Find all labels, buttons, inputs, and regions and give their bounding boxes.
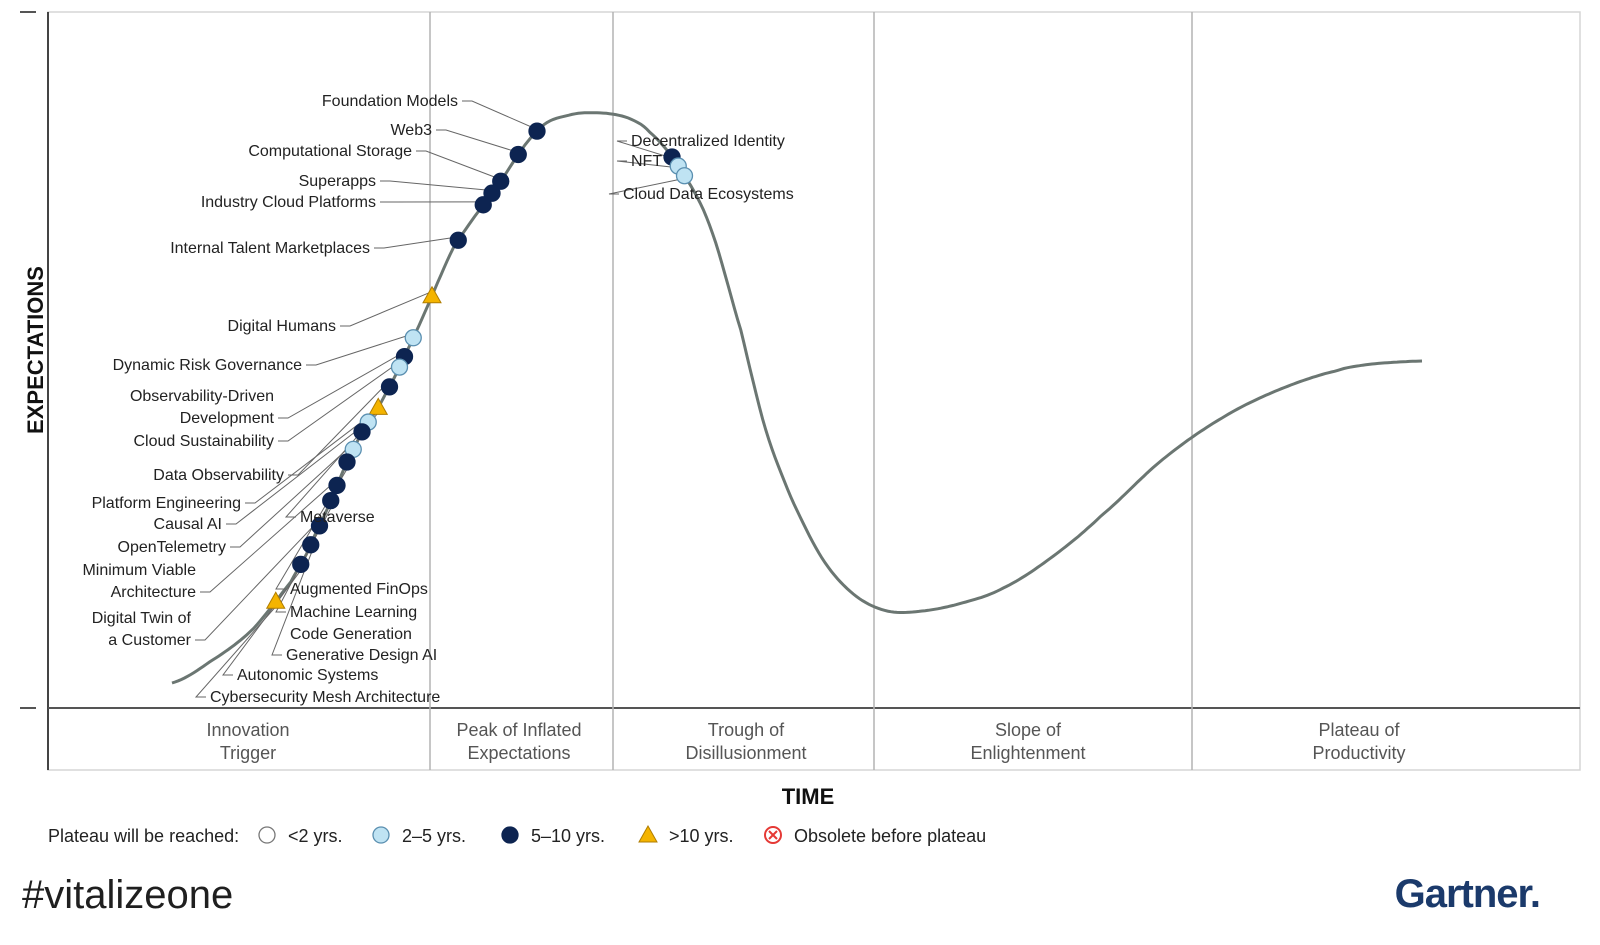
technology-marker: [483, 184, 501, 202]
legend-label: 2–5 yrs.: [402, 826, 466, 846]
leader-line: [195, 522, 317, 641]
phase-label: Slope of Enlightenment: [970, 720, 1085, 763]
legend-marker: [372, 826, 390, 844]
technology-marker: [422, 285, 442, 304]
technology-marker: [528, 122, 546, 140]
technology-label: Computational Storage: [248, 143, 412, 160]
legend-marker: [764, 826, 782, 844]
technology-marker: [675, 167, 694, 185]
technology-marker: [509, 145, 527, 164]
technology-label: Web3: [390, 122, 432, 139]
phase-dividers: [429, 12, 1193, 770]
legend-label: >10 yrs.: [669, 826, 734, 846]
plot-frame: [20, 11, 1581, 771]
technology-label: Internal Talent Marketplaces: [170, 240, 370, 257]
leader-line: [374, 236, 456, 249]
technology-label: Digital Twin of a Customer: [92, 610, 192, 649]
technology-marker: [449, 231, 467, 249]
legend-title: Plateau will be reached:: [48, 826, 239, 846]
technology-marker: [338, 453, 356, 471]
hype-cycle-chart: Innovation Trigger Peak of Inflated Expecta…: [20, 11, 1581, 846]
x-axis-title: TIME: [782, 784, 835, 809]
technology-marker: [390, 358, 409, 376]
phase-labels: Innovation Trigger Peak of Inflated Expecta…: [206, 720, 1405, 763]
technology-label: Dynamic Risk Governance: [113, 357, 303, 374]
y-axis-title: EXPECTATIONS: [23, 266, 48, 434]
technology-marker: [368, 397, 389, 415]
technology-marker: [328, 476, 346, 495]
hashtag-text: #vitalizeone: [22, 873, 234, 917]
leader-line: [436, 129, 516, 152]
technology-marker: [492, 172, 510, 190]
technology-label: Causal AI: [154, 516, 222, 533]
technology-label: Foundation Models: [322, 93, 458, 110]
technology-marker: [310, 517, 329, 535]
technology-label: Metaverse: [300, 509, 375, 526]
leader-line: [306, 334, 411, 366]
technology-marker: [322, 491, 340, 510]
leader-line: [230, 446, 351, 548]
legend-label: <2 yrs.: [288, 826, 343, 846]
brand-logo: Gartner.: [1394, 872, 1541, 916]
technology-marker: [292, 555, 310, 573]
technology-label: Augmented FinOps: [290, 581, 428, 598]
phase-label: Peak of Inflated Expectations: [456, 720, 581, 763]
technology-marker: [474, 196, 492, 214]
phase-label: Plateau of Productivity: [1312, 720, 1405, 763]
legend-marker: [501, 826, 519, 844]
technology-label: Digital Humans: [228, 318, 336, 335]
leader-line: [380, 180, 490, 191]
technology-markers: [265, 122, 694, 609]
legend-label: 5–10 yrs.: [531, 826, 605, 846]
leader-line: [340, 292, 430, 327]
phase-label: Innovation Trigger: [206, 720, 289, 763]
technology-label: Minimum Viable Architecture: [82, 562, 196, 601]
technology-label: Superapps: [299, 173, 376, 190]
leader-line: [194, 602, 280, 698]
leader-line: [416, 150, 498, 179]
leader-line: [278, 363, 397, 442]
technology-marker: [353, 423, 371, 441]
leader-line: [200, 482, 335, 593]
legend: Plateau will be reached: <2 yrs. 2–5 yrs. 5…: [48, 824, 986, 846]
leader-lines: [194, 100, 688, 698]
technology-label: NFT: [631, 153, 662, 170]
technology-label: Cybersecurity Mesh Architecture: [210, 689, 440, 706]
technology-marker: [404, 329, 422, 347]
legend-marker: [638, 824, 658, 843]
leader-line: [616, 140, 676, 160]
leader-line: [616, 160, 682, 169]
technology-label: Industry Cloud Platforms: [201, 194, 376, 211]
technology-label: Cloud Sustainability: [133, 433, 274, 450]
legend-label: Obsolete before plateau: [794, 826, 986, 846]
leader-line: [278, 353, 402, 419]
legend-marker: [258, 826, 276, 844]
technology-label: OpenTelemetry: [118, 539, 227, 556]
leader-line: [462, 100, 535, 129]
technology-label: Autonomic Systems: [237, 667, 378, 684]
technology-marker: [265, 591, 286, 609]
leader-line: [608, 177, 688, 195]
leader-line: [245, 418, 366, 504]
technology-marker: [302, 536, 320, 554]
leader-line: [226, 428, 360, 525]
leader-line: [271, 546, 315, 656]
technology-label: Platform Engineering: [92, 495, 241, 512]
technology-marker: [380, 378, 399, 396]
phase-label: Trough of Disillusionment: [685, 720, 806, 763]
technology-label: Cloud Data Ecosystems: [623, 186, 794, 203]
technology-label: Machine Learning Code Generation: [290, 604, 417, 643]
technology-labels: Foundation Models Web3 Computational Stora…: [82, 93, 793, 706]
technology-label: Generative Design AI: [286, 647, 437, 664]
technology-label: Observability-Driven Development: [130, 388, 275, 427]
technology-label: Decentralized Identity: [631, 133, 785, 150]
technology-label: Data Observability: [153, 467, 284, 484]
